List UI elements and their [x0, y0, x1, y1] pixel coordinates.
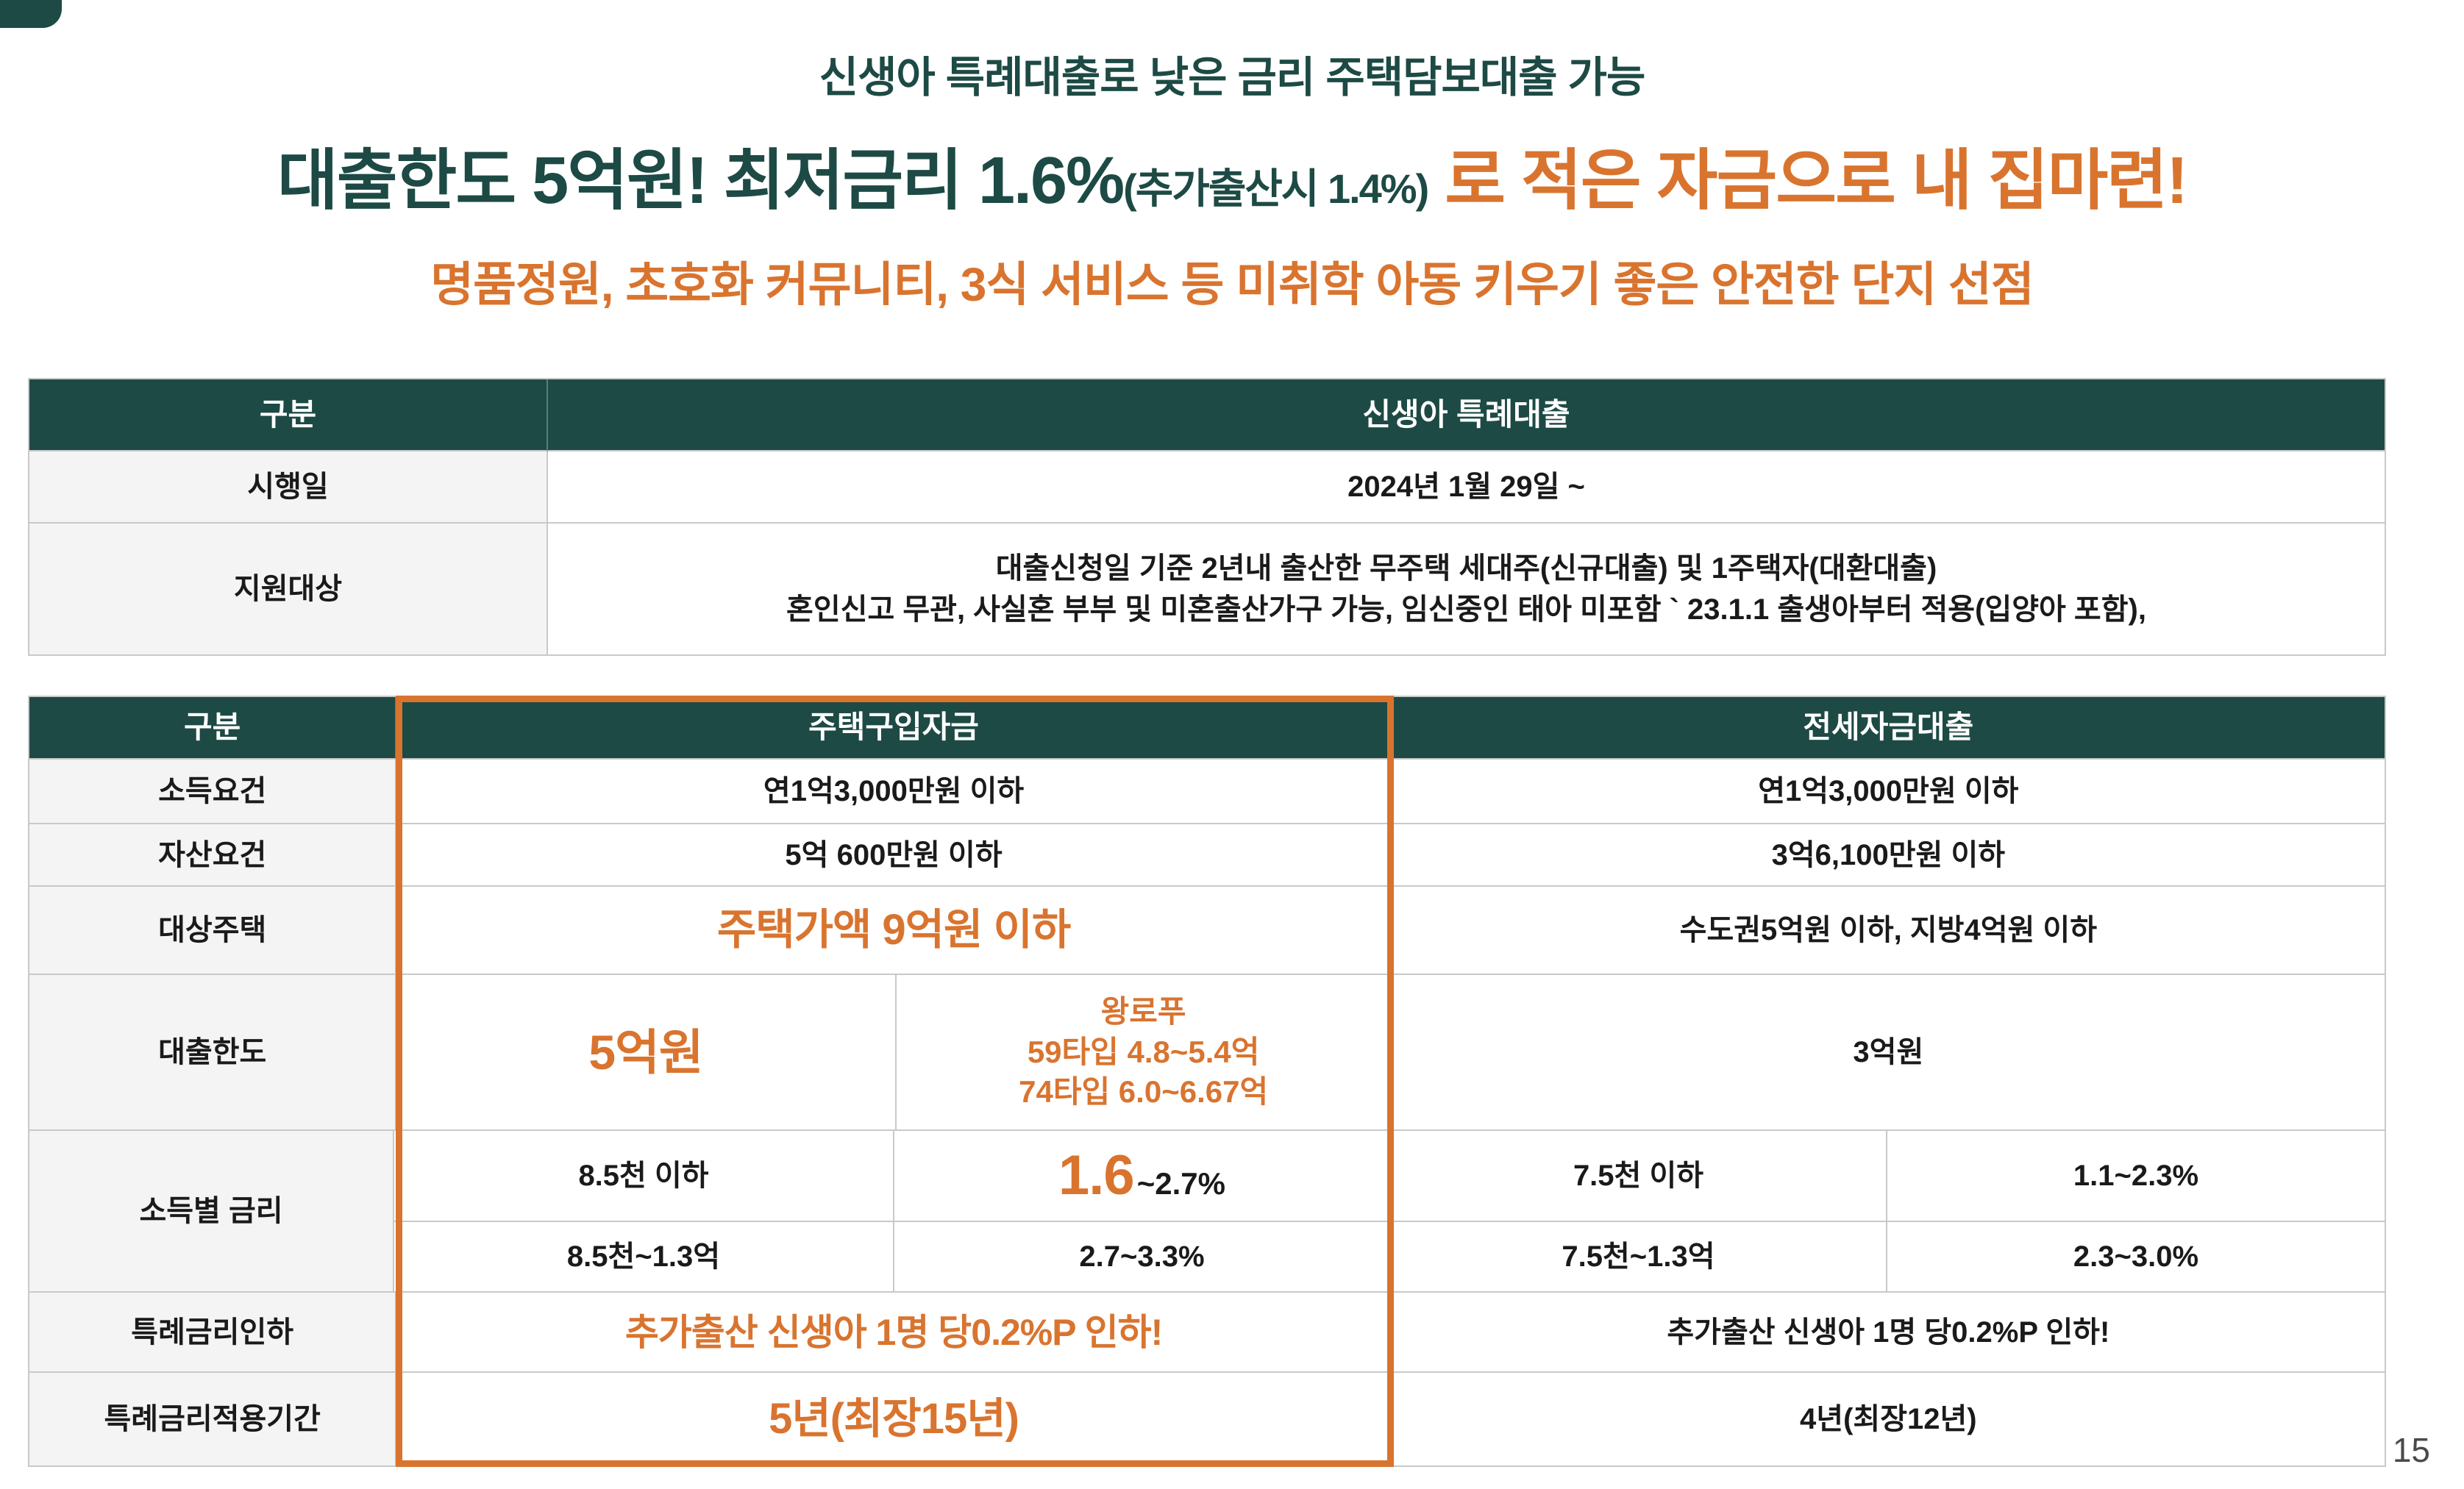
- overview-label-eligibility: 지원대상: [29, 524, 548, 654]
- loan-limit-detail-line2: 59타입 4.8~5.4억: [1027, 1034, 1260, 1069]
- comparison-header-category: 구분: [29, 697, 397, 760]
- rate1-jeonse-rate: 1.1~2.3%: [1887, 1131, 2385, 1222]
- rate2-purchase-rate: 2.7~3.3%: [894, 1222, 1391, 1293]
- special-cut-purchase-value: 추가출산 신생아 1명 당0.2%P 인하!: [396, 1293, 1392, 1373]
- special-cut-label: 특례금리인하: [29, 1293, 397, 1373]
- table-row: 구분 신생아 특례대출: [29, 379, 2385, 451]
- loan-comparison-table: 구분 주택구입자금 전세자금대출 소득요건 연1억3,000만원 이하 연1억3…: [28, 696, 2386, 1467]
- income-jeonse-value: 연1억3,000만원 이하: [1392, 760, 2385, 824]
- rate-by-income-label: 소득별 금리: [29, 1131, 394, 1293]
- slide-tagline: 명품정원, 초호화 커뮤니티, 3식 서비스 등 미취학 아동 키우기 좋은 안…: [430, 258, 2034, 311]
- asset-label: 자산요건: [29, 824, 397, 887]
- eligibility-line-1: 대출신청일 기준 2년내 출산한 무주택 세대주(신규대출) 및 1주택자(대환…: [995, 552, 1937, 585]
- loan-limit-purchase-detail: 왕로푸 59타입 4.8~5.4억 74타입 6.0~6.67억: [896, 975, 1392, 1131]
- table-row: 특례금리인하 추가출산 신생아 1명 당0.2%P 인하! 추가출산 신생아 1…: [29, 1293, 2385, 1373]
- slide-subtitle: 신생아 특례대출로 낮은 금리 주택담보대출 가능: [819, 54, 1646, 101]
- comparison-header-purchase: 주택구입자금: [396, 697, 1392, 760]
- overview-value-eligibility: 대출신청일 기준 2년내 출산한 무주택 세대주(신규대출) 및 1주택자(대환…: [548, 524, 2385, 654]
- table-row: 구분 주택구입자금 전세자금대출: [29, 697, 2385, 760]
- rate1-purchase-rate: 1.6 ~2.7%: [894, 1131, 1391, 1222]
- table-row: 대출한도 5억원 왕로푸 59타입 4.8~5.4억 74타입 6.0~6.67…: [29, 975, 2385, 1131]
- rate1-highlight: 1.6: [1058, 1143, 1135, 1207]
- rate-subrow-2: 8.5천~1.3억 2.7~3.3% 7.5천~1.3억 2.3~3.0%: [394, 1222, 2385, 1293]
- headline-paren: (추가출산시 1.4%): [1123, 165, 1429, 212]
- overview-header-loan-name: 신생아 특례대출: [548, 379, 2385, 451]
- special-cut-jeonse-value: 추가출산 신생아 1명 당0.2%P 인하!: [1392, 1293, 2385, 1373]
- overview-header-category: 구분: [29, 379, 548, 451]
- rate1-purchase-income: 8.5천 이하: [394, 1131, 894, 1222]
- loan-limit-detail-line1: 왕로푸: [1100, 994, 1186, 1029]
- special-period-purchase-value: 5년(최장15년): [396, 1373, 1392, 1465]
- target-home-jeonse-value: 수도권5억원 이하, 지방4억원 이하: [1392, 887, 2385, 975]
- overview-value-start-date: 2024년 1월 29일 ~: [548, 451, 2385, 524]
- table-row: 소득별 금리 8.5천 이하 1.6 ~2.7% 7.5천 이하 1.1~2.3…: [29, 1131, 2385, 1293]
- rate2-jeonse-rate: 2.3~3.0%: [1887, 1222, 2385, 1293]
- special-period-label: 특례금리적용기간: [29, 1373, 397, 1465]
- target-home-label: 대상주택: [29, 887, 397, 975]
- rate2-purchase-income: 8.5천~1.3억: [394, 1222, 894, 1293]
- loan-overview-table: 구분 신생아 특례대출 시행일 2024년 1월 29일 ~ 지원대상 대출신청…: [28, 378, 2386, 656]
- loan-limit-label: 대출한도: [29, 975, 397, 1131]
- rate1-rest: ~2.7%: [1136, 1165, 1225, 1201]
- table-row: 시행일 2024년 1월 29일 ~: [29, 451, 2385, 524]
- rate1-jeonse-income: 7.5천 이하: [1391, 1131, 1887, 1222]
- special-period-jeonse-value: 4년(최장12년): [1800, 1403, 1977, 1435]
- table-row: 대상주택 주택가액 9억원 이하 수도권5억원 이하, 지방4억원 이하: [29, 887, 2385, 975]
- headline-accent: 로 적은 자금으로 내 집마련!: [1428, 144, 2188, 218]
- rate-subrow-1: 8.5천 이하 1.6 ~2.7% 7.5천 이하 1.1~2.3%: [394, 1131, 2385, 1222]
- overview-label-start-date: 시행일: [29, 451, 548, 524]
- loan-limit-purchase-main: 5억원: [396, 975, 897, 1131]
- slide-header: 신생아 특례대출로 낮은 금리 주택담보대출 가능 대출한도 5억원! 최저금리…: [0, 0, 2464, 315]
- comparison-header-jeonse: 전세자금대출: [1392, 697, 2385, 760]
- eligibility-line-2: 혼인신고 무관, 사실혼 부부 및 미혼출산가구 가능, 임신중인 태아 미포함…: [786, 593, 2146, 626]
- target-home-purchase-value: 주택가액 9억원 이하: [396, 887, 1392, 975]
- rate2-jeonse-income: 7.5천~1.3억: [1391, 1222, 1887, 1293]
- loan-limit-jeonse-value: 3억원: [1392, 975, 2385, 1131]
- rate1-purchase-rate-line: 1.6 ~2.7%: [1058, 1137, 1225, 1215]
- table-row: 지원대상 대출신청일 기준 2년내 출산한 무주택 세대주(신규대출) 및 1주…: [29, 524, 2385, 654]
- asset-purchase-value: 5억 600만원 이하: [396, 824, 1392, 887]
- table-row: 소득요건 연1억3,000만원 이하 연1억3,000만원 이하: [29, 760, 2385, 824]
- asset-jeonse-value: 3억6,100만원 이하: [1392, 824, 2385, 887]
- page-number: 15: [2392, 1431, 2430, 1469]
- loan-limit-detail-line3: 74타입 6.0~6.67억: [1019, 1074, 1269, 1110]
- slide-headline: 대출한도 5억원! 최저금리 1.6%(추가출산시 1.4%) 로 적은 자금으…: [0, 126, 2464, 222]
- rate-by-income-grid: 8.5천 이하 1.6 ~2.7% 7.5천 이하 1.1~2.3% 8.5천~…: [394, 1131, 2385, 1293]
- corner-decoration: [0, 0, 62, 28]
- headline-main: 대출한도 5억원! 최저금리 1.6%: [277, 144, 1125, 218]
- table-row: 자산요건 5억 600만원 이하 3억6,100만원 이하: [29, 824, 2385, 887]
- income-label: 소득요건: [29, 760, 397, 824]
- table-row: 특례금리적용기간 5년(최장15년) 4년(최장12년): [29, 1373, 2385, 1465]
- income-purchase-value: 연1억3,000만원 이하: [396, 760, 1392, 824]
